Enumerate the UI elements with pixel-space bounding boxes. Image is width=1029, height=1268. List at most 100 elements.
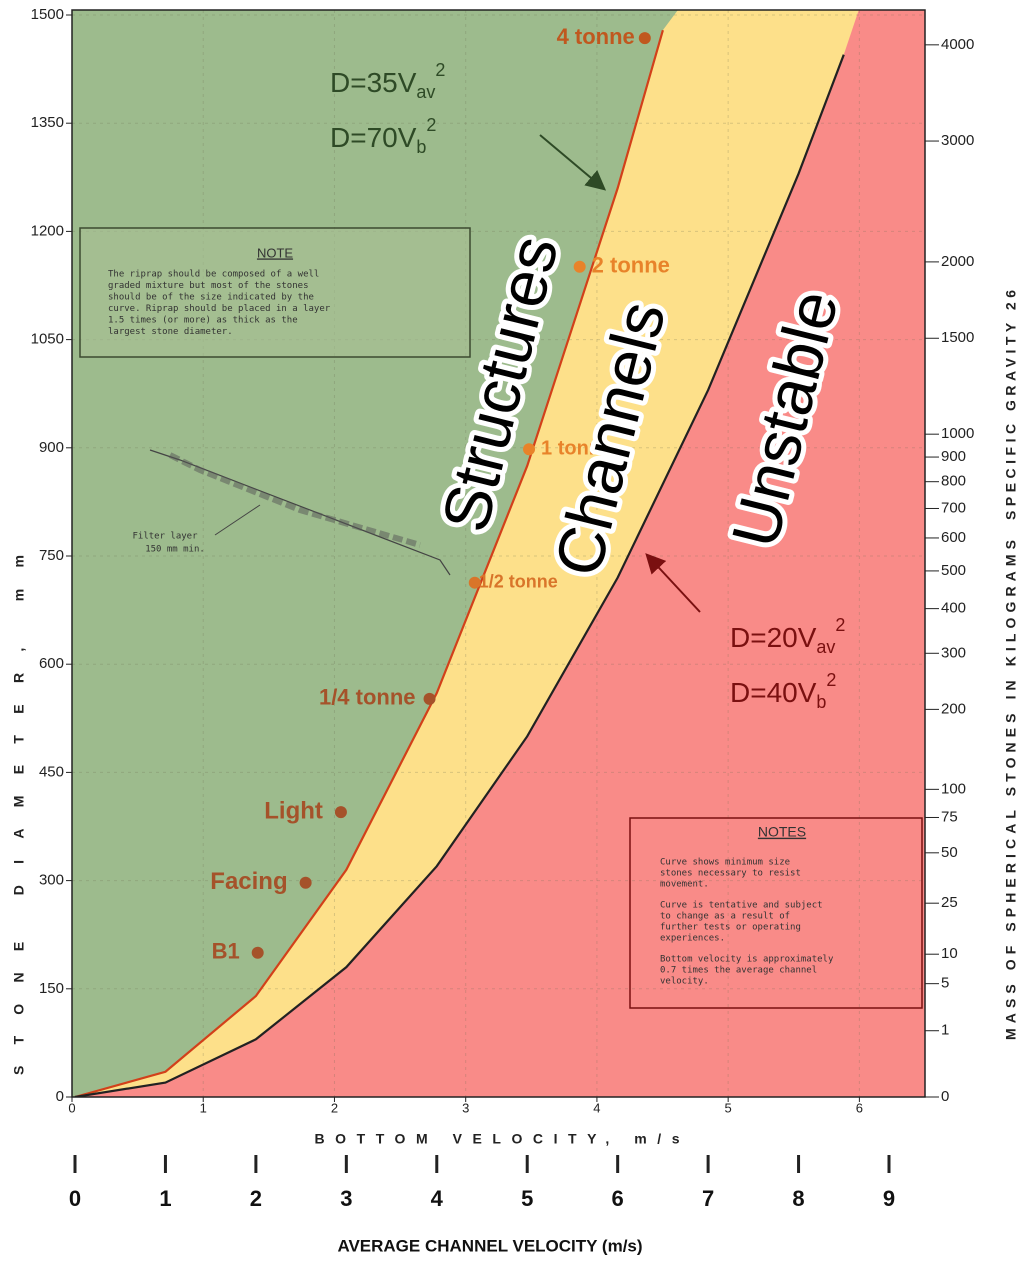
note-line: should be of the size indicated by the	[108, 293, 314, 303]
x2-tick-label: 5	[521, 1186, 533, 1211]
stone-point	[300, 877, 312, 889]
stone-label: B1	[212, 939, 240, 964]
x2-tick-label: 7	[702, 1186, 714, 1211]
formula-sup: 2	[426, 115, 436, 135]
y2-tick-label: 2000	[941, 253, 974, 270]
y2-tick-label: 800	[941, 473, 966, 490]
note-line: 1.5 times (or more) as thick as the	[108, 316, 298, 326]
formula-sub: b	[416, 137, 426, 157]
note-title: NOTE	[257, 245, 293, 260]
y-tick-label: 1200	[31, 222, 64, 239]
x-tick-label: 6	[856, 1100, 863, 1115]
formula-sub: b	[816, 692, 826, 712]
x2-tick-label: 1	[159, 1186, 171, 1211]
y2-tick-label: 3000	[941, 132, 974, 149]
y2-tick-label: 1500	[941, 329, 974, 346]
x2-tick-label: 8	[792, 1186, 804, 1211]
note-line: curve. Riprap should be placed in a laye…	[108, 304, 331, 314]
y2-axis-note: SPECIFIC GRAVITY 26	[1003, 290, 1019, 520]
filter-label: 150 mm min.	[145, 545, 205, 555]
notes-line: velocity.	[660, 977, 709, 987]
y-tick-label: 300	[39, 872, 64, 889]
filter-label: Filter layer	[132, 532, 198, 542]
y-tick-label: 150	[39, 980, 64, 997]
stone-point	[574, 261, 586, 273]
x2-tick-label: 2	[250, 1186, 262, 1211]
notes-line: Curve shows minimum size	[660, 858, 790, 868]
formula-sub: av	[816, 637, 835, 657]
formula-sup: 2	[435, 60, 445, 80]
formula-text: D=70V	[330, 122, 417, 153]
y-axis-title: STONE DIAMETER, mm	[11, 555, 27, 1075]
y2-axis-title: MASS OF SPHERICAL STONES IN KILOGRAMS	[1003, 540, 1019, 1040]
y-tick-label: 0	[56, 1088, 64, 1105]
formula-text: D=40V	[730, 677, 817, 708]
x2-tick-label: 0	[69, 1186, 81, 1211]
y2-tick-label: 1000	[941, 425, 974, 442]
y2-tick-label: 400	[941, 600, 966, 617]
y2-tick-label: 900	[941, 448, 966, 465]
y2-tick-label: 25	[941, 894, 958, 911]
notes-line: to change as a result of	[660, 912, 790, 922]
formula-text: D=35V	[330, 67, 417, 98]
y2-tick-label: 4000	[941, 36, 974, 53]
note-line: largest stone diameter.	[108, 327, 233, 337]
notes-line: movement.	[660, 880, 709, 890]
stone-point	[424, 693, 436, 705]
stone-point	[639, 32, 651, 44]
y-tick-label: 600	[39, 655, 64, 672]
x-tick-label: 5	[725, 1100, 732, 1115]
x2-tick-label: 4	[431, 1186, 444, 1211]
stone-label: 1/2 tonne	[479, 571, 558, 591]
y2-tick-label: 700	[941, 499, 966, 516]
note-line: The riprap should be composed of a well	[108, 270, 319, 280]
y2-tick-label: 50	[941, 844, 958, 861]
stone-point	[335, 806, 347, 818]
x2-tick-label: 3	[340, 1186, 352, 1211]
notes-line: experiences.	[660, 934, 725, 944]
y-tick-label: 750	[39, 547, 64, 564]
y2-tick-label: 0	[941, 1088, 949, 1105]
x-tick-label: 1	[200, 1100, 207, 1115]
y2-tick-label: 5	[941, 975, 949, 992]
y2-tick-label: 300	[941, 644, 966, 661]
stone-point	[252, 947, 264, 959]
y2-tick-label: 500	[941, 562, 966, 579]
y-tick-label: 1050	[31, 331, 64, 348]
x-axis-title: BOTTOM VELOCITY, m/s	[315, 1131, 680, 1147]
note-line: graded mixture but most of the stones	[108, 281, 308, 291]
y2-tick-label: 600	[941, 529, 966, 546]
stone-label: Facing	[210, 868, 287, 895]
y2-tick-label: 200	[941, 700, 966, 717]
stone-label: Light	[264, 797, 323, 824]
y-tick-label: 900	[39, 439, 64, 456]
stone-label: 4 tonne	[557, 24, 635, 49]
y2-tick-label: 75	[941, 808, 958, 825]
notes-title: NOTES	[758, 824, 806, 840]
notes-line: Bottom velocity is approximately	[660, 955, 834, 965]
stone-point	[523, 443, 535, 455]
notes-line: Curve is tentative and subject	[660, 901, 823, 911]
y2-tick-label: 100	[941, 780, 966, 797]
notes-line: stones necessary to resist	[660, 869, 801, 879]
y-tick-label: 450	[39, 763, 64, 780]
formula-sup: 2	[826, 670, 836, 690]
x-tick-label: 4	[593, 1100, 600, 1115]
notes-line: 0.7 times the average channel	[660, 966, 817, 976]
x2-tick-label: 9	[883, 1186, 895, 1211]
y-tick-label: 1500	[31, 6, 64, 23]
chart: NOTE The riprap should be composed of a …	[0, 0, 1029, 1268]
y2-tick-label: 10	[941, 945, 958, 962]
x-tick-label: 3	[462, 1100, 469, 1115]
y-tick-label: 1350	[31, 114, 64, 131]
note-box: NOTE The riprap should be composed of a …	[80, 228, 470, 357]
stone-label: 2 tonne	[592, 253, 670, 278]
x2-axis-title: AVERAGE CHANNEL VELOCITY (m/s)	[337, 1236, 642, 1255]
stone-label: 1/4 tonne	[319, 685, 416, 710]
x-tick-label: 0	[68, 1100, 75, 1115]
y2-tick-label: 1	[941, 1022, 949, 1039]
notes-line: further tests or operating	[660, 923, 801, 933]
formula-text: D=20V	[730, 622, 817, 653]
x-tick-label: 2	[331, 1100, 338, 1115]
formula-sup: 2	[835, 615, 845, 635]
